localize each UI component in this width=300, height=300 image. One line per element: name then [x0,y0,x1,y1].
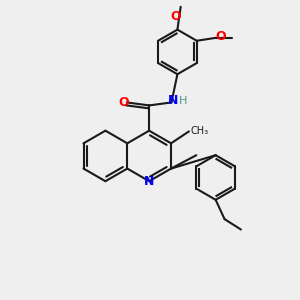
Text: O: O [215,30,226,43]
Text: O: O [170,10,181,23]
Text: N: N [168,94,178,107]
Text: N: N [144,175,154,188]
Text: CH₃: CH₃ [190,126,208,136]
Text: O: O [118,96,129,109]
Text: H: H [178,96,187,106]
